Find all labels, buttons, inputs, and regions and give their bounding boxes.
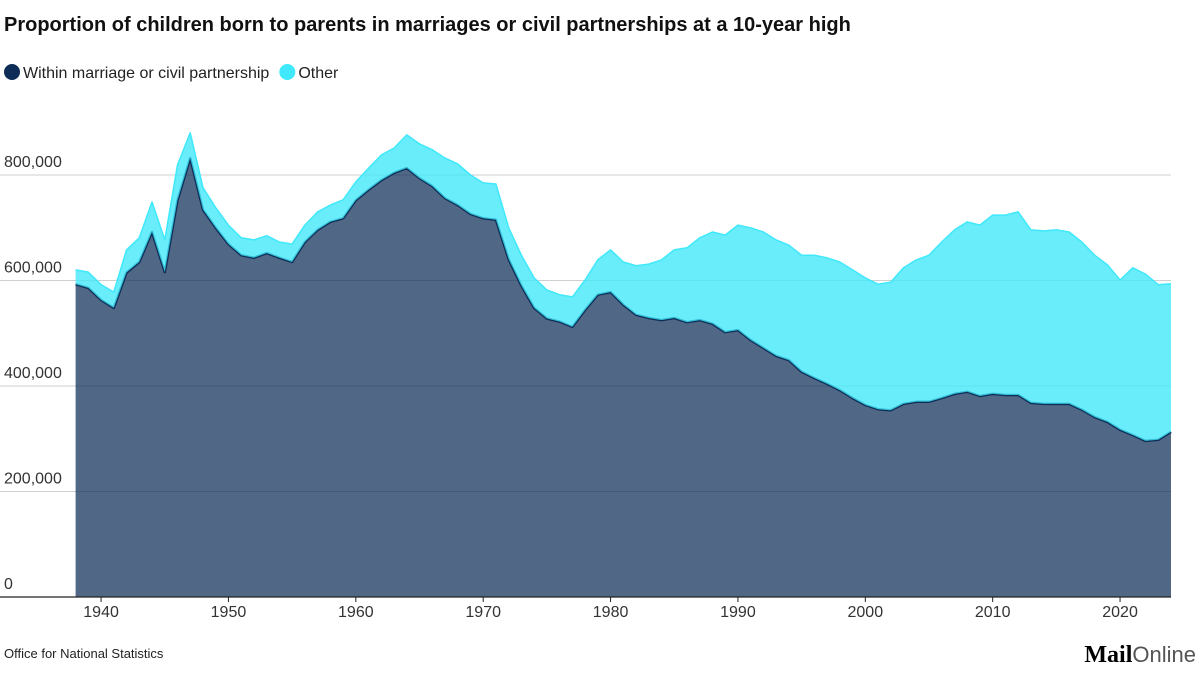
area-line: [75, 132, 1172, 298]
areas: [75, 132, 1172, 597]
logo-light: Online: [1132, 642, 1196, 667]
chart-title: Proportion of children born to parents i…: [4, 14, 851, 36]
axes: 0 200,000 400,000 600,000 800,000 1940 1950 196…: [0, 154, 1171, 621]
x-tick-label: 1980: [593, 604, 629, 621]
area: [75, 132, 1172, 441]
y-tick-label: 400,000: [4, 365, 62, 382]
source: Office for National Statistics: [4, 646, 164, 661]
logo-bold: Mail: [1084, 642, 1132, 668]
x-tick-label: 2000: [848, 604, 884, 621]
x-tick-label: 1940: [83, 604, 119, 621]
legend-label: Within marriage or civil partnership: [23, 65, 269, 82]
legend-swatch: [4, 64, 20, 80]
logo: MailOnline: [1084, 642, 1196, 668]
x-tick-label: 1950: [211, 604, 247, 621]
y-tick-label: 200,000: [4, 471, 62, 488]
x-tick-label: 2020: [1102, 604, 1138, 621]
y-tick-label: 0: [4, 576, 13, 593]
y-tick-label: 800,000: [4, 154, 62, 171]
x-tick-label: 2010: [975, 604, 1011, 621]
y-tick-label: 600,000: [4, 260, 62, 277]
x-tick-label: 1970: [465, 604, 501, 621]
x-tick-label: 1960: [338, 604, 374, 621]
legend-label: Other: [298, 65, 339, 82]
legend-swatch: [279, 64, 296, 80]
x-tick-label: 1990: [720, 604, 756, 621]
area: [75, 158, 1172, 597]
